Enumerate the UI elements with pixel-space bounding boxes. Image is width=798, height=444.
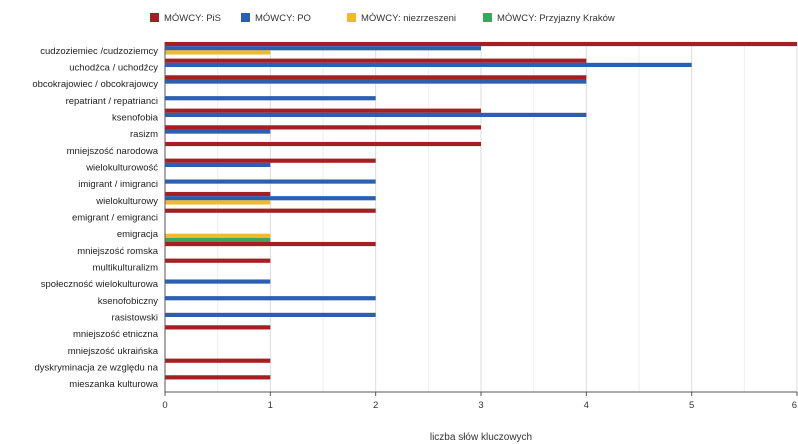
- bar[interactable]: [165, 191, 271, 197]
- category-label: mniejszość narodowa: [67, 146, 159, 157]
- bar[interactable]: [165, 162, 271, 167]
- category-label: wielokulturowy: [95, 196, 158, 207]
- x-tick-label: 0: [162, 400, 167, 411]
- category-label: mniejszość romska: [77, 246, 158, 257]
- bar[interactable]: [165, 46, 481, 51]
- x-tick-label: 4: [584, 400, 589, 411]
- legend-label[interactable]: MÓWCY: PO: [255, 13, 311, 24]
- x-tick-label: 1: [268, 400, 273, 411]
- category-label: dyskryminacja ze względu na: [34, 363, 158, 374]
- category-label: rasistowski: [112, 313, 158, 324]
- legend-label[interactable]: MÓWCY: Przyjazny Kraków: [497, 13, 615, 24]
- bar[interactable]: [165, 358, 271, 363]
- bar[interactable]: [165, 96, 376, 101]
- bar[interactable]: [165, 375, 271, 380]
- bar[interactable]: [165, 241, 376, 247]
- bar[interactable]: [165, 279, 271, 284]
- bar[interactable]: [165, 196, 376, 201]
- bar[interactable]: [165, 237, 271, 243]
- category-label: mieszanka kulturowa: [69, 379, 158, 390]
- legend-swatch[interactable]: [483, 13, 492, 22]
- category-label: rasizm: [130, 129, 158, 140]
- bar[interactable]: [165, 75, 587, 80]
- x-tick-label: 5: [689, 400, 694, 411]
- category-label: obcokrajowiec / obcokrajowcy: [32, 79, 158, 90]
- bar[interactable]: [165, 296, 376, 301]
- bar[interactable]: [165, 208, 376, 213]
- category-label: społeczność wielokulturowa: [41, 279, 159, 290]
- bar[interactable]: [165, 62, 692, 67]
- category-label: uchodźca / uchodźcy: [69, 63, 158, 74]
- legend-swatch[interactable]: [150, 13, 159, 22]
- legend: MÓWCY: PiS MÓWCY: PO MÓWCY: niezrzeszeni MÓ…: [150, 13, 615, 24]
- bar[interactable]: [165, 158, 376, 163]
- bar[interactable]: [165, 141, 481, 147]
- legend-swatch[interactable]: [347, 13, 356, 22]
- bars: [165, 41, 797, 380]
- category-label: ksenofobia: [112, 113, 159, 124]
- category-label: multikulturalizm: [93, 263, 159, 274]
- bar[interactable]: [165, 312, 376, 317]
- category-label: emigracja: [117, 229, 159, 240]
- bar[interactable]: [165, 79, 587, 84]
- gridlines: [164, 42, 798, 392]
- legend-label[interactable]: MÓWCY: niezrzeszeni: [361, 13, 456, 24]
- category-label: repatriant / repatrianci: [66, 96, 158, 107]
- bar[interactable]: [165, 50, 271, 55]
- bar[interactable]: [165, 129, 271, 134]
- x-tick-label: 3: [478, 400, 483, 411]
- category-label: mniejszość etniczna: [73, 329, 159, 340]
- bar[interactable]: [165, 125, 481, 130]
- category-label: wielokulturowość: [85, 163, 158, 174]
- bar[interactable]: [165, 200, 271, 205]
- bar[interactable]: [165, 41, 797, 47]
- x-tick-label: 2: [373, 400, 378, 411]
- category-label: imigrant / imigranci: [78, 179, 158, 190]
- x-axis: 0 1 2 3 4 5 6: [162, 42, 798, 411]
- legend-label[interactable]: MÓWCY: PiS: [164, 13, 221, 24]
- bar[interactable]: [165, 325, 271, 330]
- bar[interactable]: [165, 112, 587, 117]
- category-label: cudzoziemiec /cudzoziemcy: [40, 46, 158, 57]
- legend-swatch[interactable]: [241, 13, 250, 22]
- bar[interactable]: [165, 108, 481, 113]
- category-labels: cudzoziemiec /cudzoziemcy uchodźca / ucho…: [32, 46, 158, 390]
- bar[interactable]: [165, 58, 587, 63]
- x-tick-label: 6: [792, 400, 797, 411]
- x-axis-label: liczba słów kluczowych: [430, 432, 532, 443]
- bar[interactable]: [165, 233, 271, 238]
- category-label: mniejszość ukraińska: [68, 346, 159, 357]
- bar[interactable]: [165, 258, 271, 263]
- category-label: emigrant / emigranci: [72, 213, 158, 224]
- category-label: ksenofobiczny: [98, 296, 158, 307]
- bar[interactable]: [165, 179, 376, 184]
